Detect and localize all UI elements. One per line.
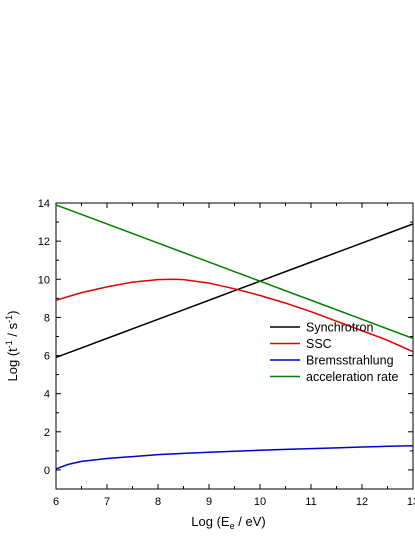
y-axis-label: Log (t-1 / s-1) <box>4 311 20 382</box>
series-line-ssc <box>56 278 413 353</box>
x-axis-label: Log (Ee / eV) <box>191 514 265 531</box>
x-tick-label: 11 <box>305 496 316 508</box>
y-tick-label: 2 <box>44 427 50 439</box>
legend-label-synchrotron: Synchrotron <box>306 321 373 335</box>
series-line-synchrotron <box>56 223 413 359</box>
axis-ticks: 6 7 8 9 10 11 12 13 0 2 4 6 8 10 12 14 <box>38 198 415 508</box>
y-tick-label: 10 <box>38 274 50 286</box>
x-tick-label: 12 <box>356 496 368 508</box>
plot-area-border <box>55 202 414 490</box>
x-tick-label: 7 <box>104 496 110 508</box>
series-line-acceleration-rate <box>56 204 413 340</box>
plot-frame <box>55 202 414 490</box>
axis-labels: Log (Ee / eV) Log (t-1 / s-1) <box>4 311 266 531</box>
legend: Synchrotron SSC Bremsstrahlung acceleration… <box>270 321 398 384</box>
legend-label-ssc: SSC <box>306 337 332 351</box>
x-tick-label: 8 <box>155 496 161 508</box>
y-tick-label: 0 <box>44 465 50 477</box>
y-tick-label: 6 <box>44 351 50 363</box>
x-tick-label: 13 <box>407 496 415 508</box>
legend-label-bremsstrahlung: Bremsstrahlung <box>306 354 394 368</box>
y-tick-label: 14 <box>38 198 50 210</box>
x-tick-label: 9 <box>206 496 212 508</box>
y-tick-label: 12 <box>38 236 50 248</box>
y-tick-label: 8 <box>44 312 50 324</box>
legend-label-acceleration-rate: acceleration rate <box>306 370 398 384</box>
x-tick-label: 10 <box>254 496 266 508</box>
x-tick-label: 6 <box>53 496 59 508</box>
y-tick-label: 4 <box>44 389 50 401</box>
series-layer <box>56 204 413 470</box>
series-line-bremsstrahlung <box>56 444 413 470</box>
